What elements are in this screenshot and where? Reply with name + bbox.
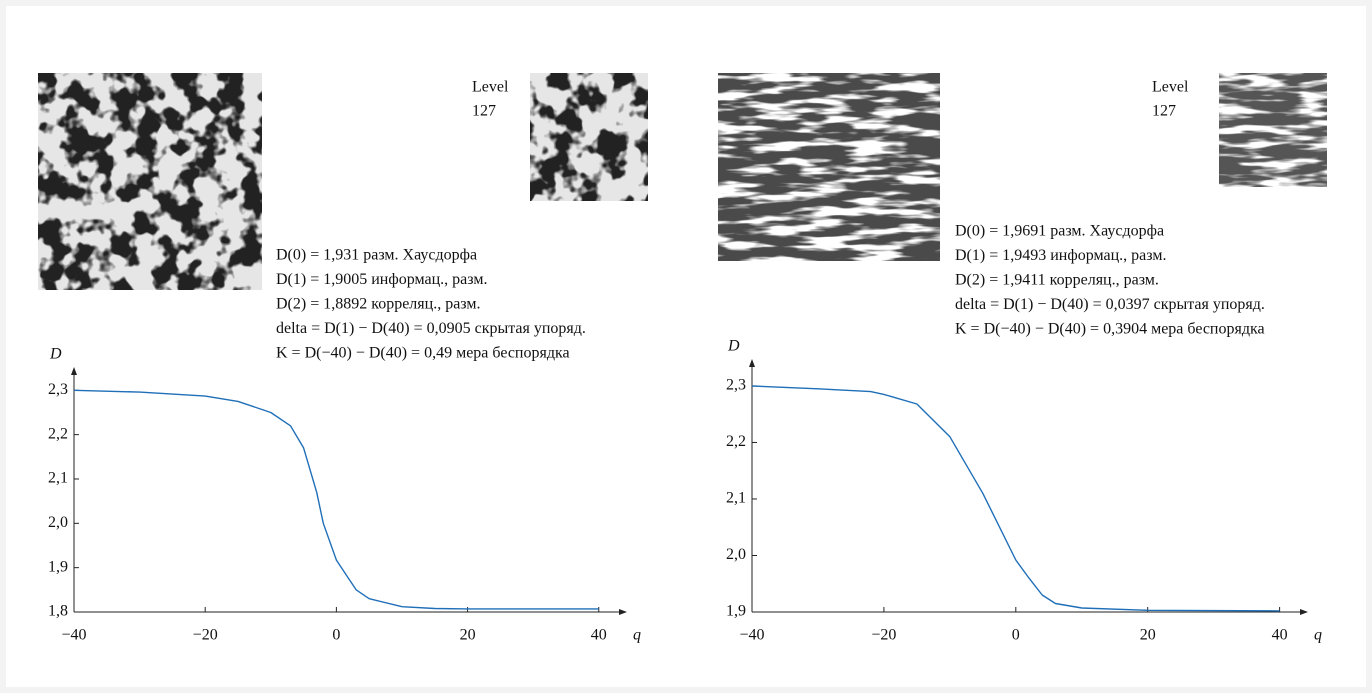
annotation: D(2) = 1,8892 корреляц., разм. bbox=[276, 296, 481, 313]
annotation: D(0) = 1,9691 разм. Хаусдорфа bbox=[955, 223, 1164, 240]
y-axis-label: D bbox=[49, 346, 62, 363]
inset-value: 127 bbox=[472, 103, 496, 120]
x-tick-label: 20 bbox=[1140, 627, 1156, 644]
x-tick-label: 0 bbox=[1012, 627, 1020, 644]
x-axis-arrow bbox=[1300, 609, 1308, 615]
y-tick-label: 2,2 bbox=[726, 433, 746, 450]
y-tick-label: 2,0 bbox=[726, 546, 746, 563]
y-axis-arrow bbox=[71, 367, 77, 375]
micrograph-1-level bbox=[530, 73, 648, 201]
x-tick-label: −40 bbox=[61, 627, 86, 644]
y-tick-label: 2,3 bbox=[48, 381, 68, 398]
annotation: D(2) = 1,9411 корреляц., разм. bbox=[955, 272, 1159, 289]
micrograph-2-level bbox=[1219, 73, 1327, 187]
y-tick-label: 1,8 bbox=[48, 603, 68, 620]
x-axis-label: q bbox=[1314, 627, 1322, 644]
data-line bbox=[73, 389, 599, 610]
data-line bbox=[751, 385, 1280, 612]
x-tick-label: 40 bbox=[1272, 627, 1288, 644]
annotation: D(1) = 1,9493 информац., разм. bbox=[955, 247, 1166, 264]
x-tick-label: 20 bbox=[460, 627, 476, 644]
y-tick-label: 2,3 bbox=[726, 377, 746, 394]
annotation: delta = D(1) − D(40) = 0,0905 скрытая уп… bbox=[276, 320, 586, 337]
y-axis-arrow bbox=[749, 359, 755, 367]
y-tick-label: 2,1 bbox=[726, 490, 746, 507]
micrograph-2 bbox=[718, 73, 940, 261]
x-tick-label: −20 bbox=[193, 627, 218, 644]
annotation: K = D(−40) − D(40) = 0,3904 мера беспоря… bbox=[955, 321, 1265, 338]
annotation: D(1) = 1,9005 информац., разм. bbox=[276, 271, 487, 288]
y-tick-label: 2,0 bbox=[48, 514, 68, 531]
y-tick-label: 1,9 bbox=[48, 558, 68, 575]
y-axis-label: D bbox=[727, 338, 740, 355]
y-tick-label: 2,1 bbox=[48, 470, 68, 487]
micrograph-1 bbox=[38, 73, 262, 290]
x-axis-arrow bbox=[619, 609, 627, 615]
inset-value: 127 bbox=[1152, 103, 1176, 120]
x-tick-label: 0 bbox=[332, 627, 340, 644]
inset-label: Level bbox=[1152, 79, 1189, 96]
annotation: K = D(−40) − D(40) = 0,49 мера беспорядк… bbox=[276, 345, 570, 362]
x-tick-label: −40 bbox=[739, 627, 764, 644]
annotation: D(0) = 1,931 разм. Хаусдорфа bbox=[276, 247, 477, 264]
x-tick-label: 40 bbox=[591, 627, 607, 644]
x-axis-label: q bbox=[633, 627, 641, 644]
y-tick-label: 1,9 bbox=[726, 603, 746, 620]
x-tick-label: −20 bbox=[871, 627, 896, 644]
annotation: delta = D(1) − D(40) = 0,0397 скрытая уп… bbox=[955, 296, 1265, 313]
inset-label: Level bbox=[472, 79, 509, 96]
y-tick-label: 2,2 bbox=[48, 425, 68, 442]
